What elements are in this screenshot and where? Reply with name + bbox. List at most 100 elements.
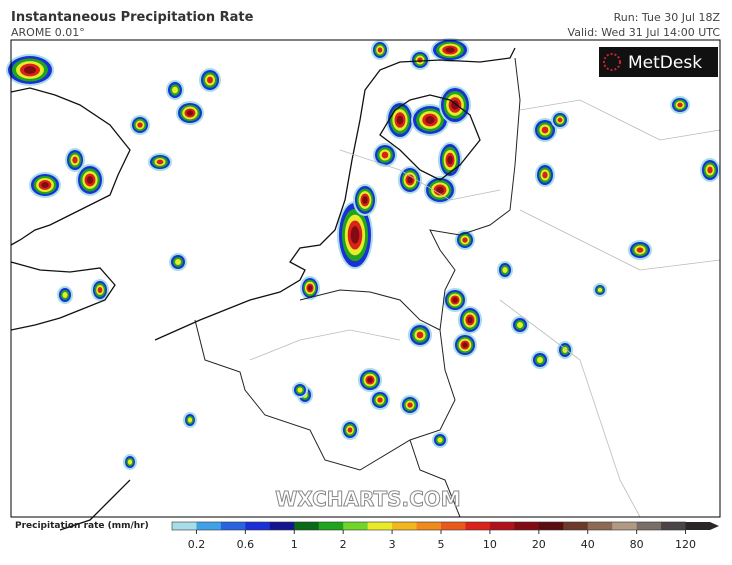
rain-cell: [72, 156, 78, 164]
rain-cell: [407, 402, 413, 408]
rain-cell: [347, 427, 353, 433]
colorbar-tick-label: 2: [340, 538, 347, 551]
region-border: [519, 99, 721, 141]
logo: MetDesk: [628, 53, 702, 73]
map: MetDesk WXCHARTS.COM: [6, 38, 721, 531]
coastline: [154, 47, 516, 341]
rain-cell: [447, 155, 453, 165]
colorbar-segment: [220, 522, 246, 530]
logo-icon: [603, 53, 621, 71]
rain-cell: [127, 459, 133, 465]
coastlines: [10, 47, 516, 531]
region-border: [499, 299, 641, 518]
rain-cell: [97, 287, 103, 293]
region-border: [519, 209, 721, 271]
colorbar-segment: [392, 522, 418, 530]
colorbar-segment: [685, 522, 719, 530]
colorbar-segment: [196, 522, 222, 530]
rain-cell: [677, 102, 683, 108]
rain-cell: [377, 397, 383, 403]
colorbar-segment: [661, 522, 687, 530]
rain-cell: [396, 115, 404, 125]
rain-cell: [381, 151, 389, 159]
rain-cell: [407, 176, 413, 184]
rain-cell: [597, 287, 603, 293]
colorbar-segment: [318, 522, 344, 530]
rain-cell: [636, 247, 644, 253]
rain-cell: [307, 285, 313, 291]
colorbar-outline: [171, 521, 686, 531]
rain-cell: [541, 126, 549, 134]
valid-time: Valid: Wed 31 Jul 14:00 UTC: [568, 26, 721, 39]
rain-cell: [467, 316, 473, 324]
colorbar-segment: [587, 522, 613, 530]
colorbar-tick-label: 0.2: [188, 538, 206, 551]
colorbar-tick-label: 20: [532, 538, 546, 551]
coastline: [10, 87, 131, 246]
colorbar-segment: [465, 522, 491, 530]
colorbar-segment: [538, 522, 564, 530]
colorbar-tick-label: 80: [630, 538, 644, 551]
run-time: Run: Tue 30 Jul 18Z: [614, 11, 721, 24]
rain-cell: [175, 259, 181, 265]
colorbar-tick-label: 120: [675, 538, 696, 551]
borders: [194, 57, 521, 518]
colorbar-segment: [489, 522, 515, 530]
rain-cell: [557, 117, 563, 123]
colorbar-tick-label: 0.6: [237, 538, 255, 551]
region-border: [339, 149, 501, 201]
map-frame: [10, 39, 721, 518]
colorbar-segment: [172, 522, 197, 530]
rain-cell: [517, 322, 523, 328]
colorbar-segment: [269, 522, 295, 530]
rain-cell: [562, 347, 568, 353]
precipitation: [6, 38, 720, 470]
title: Instantaneous Precipitation Rate: [11, 10, 254, 25]
rain-cell: [86, 176, 94, 184]
watermark: WXCHARTS.COM: [275, 487, 460, 511]
colorbar-tick-label: 1: [291, 538, 298, 551]
country-border: [299, 289, 441, 331]
inland-water: [379, 94, 481, 181]
colorbar-tick-label: 10: [483, 538, 497, 551]
region-border: [249, 329, 401, 361]
rain-cell: [436, 186, 444, 194]
regional-borders: [249, 99, 721, 518]
rain-cell: [542, 171, 548, 179]
colorbar-segment: [294, 522, 320, 530]
rain-cell: [417, 57, 423, 63]
rain-cell: [297, 387, 303, 393]
rain-cell: [156, 159, 164, 165]
rain-cell: [362, 196, 368, 204]
rain-cell: [462, 342, 468, 348]
rain-cell: [62, 292, 68, 298]
colorbar-tick-label: 3: [389, 538, 396, 551]
rain-cell: [462, 237, 468, 243]
rain-cell: [186, 110, 194, 116]
coastline: [59, 479, 131, 531]
rain-cell: [502, 267, 508, 273]
colorbar-segment: [343, 522, 369, 530]
colorbar-segment: [636, 522, 662, 530]
colorbar-segment: [367, 522, 393, 530]
rain-cell: [707, 166, 713, 174]
rain-cell: [416, 331, 424, 339]
rain-cell: [187, 417, 193, 423]
colorbar: 0.2 0.6 1 2 3 5 10 20 40 80 120: [171, 521, 719, 551]
country-border: [409, 439, 461, 518]
colorbar-segment: [612, 522, 638, 530]
rain-cell: [445, 47, 455, 53]
colorbar-tick-label: 5: [438, 538, 445, 551]
logo-box: [599, 47, 718, 77]
coastline: [10, 261, 116, 331]
rain-cell: [537, 357, 543, 363]
colorbar-label: Precipitation rate (mm/hr): [15, 521, 149, 531]
country-border: [194, 57, 521, 471]
colorbar-segment: [563, 522, 589, 530]
rain-cell: [350, 226, 360, 244]
rain-cell: [377, 47, 383, 53]
colorbar-segment: [245, 522, 271, 530]
rain-cell: [437, 437, 443, 443]
rain-cell: [137, 122, 143, 128]
